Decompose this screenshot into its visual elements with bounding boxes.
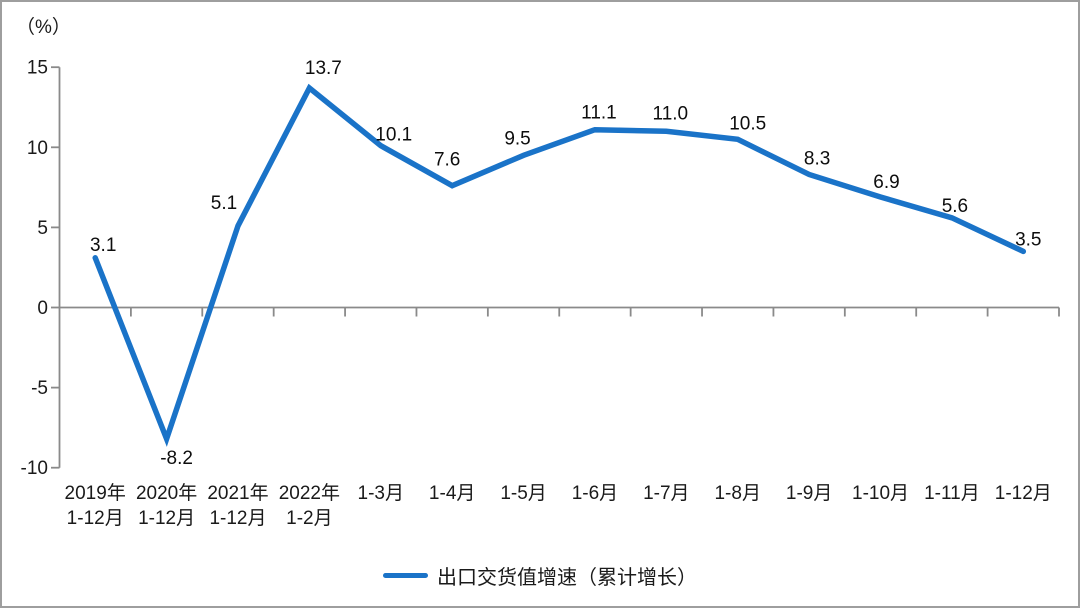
category-label: 2020年 1-12月	[136, 482, 197, 529]
category-label: 1-9月	[786, 483, 832, 504]
category-label: 2022年 1-2月	[279, 482, 340, 529]
y-tick-label: 10	[27, 138, 48, 159]
data-label: -8.2	[160, 448, 193, 469]
y-tick-label: 15	[27, 58, 48, 79]
series-line	[92, 83, 1027, 447]
data-label: 10.5	[729, 113, 766, 134]
data-label: 8.3	[804, 149, 830, 170]
legend-line-swatch	[383, 572, 428, 578]
data-label: 3.1	[90, 235, 116, 256]
category-label: 1-11月	[924, 483, 980, 504]
category-label: 1-6月	[572, 483, 618, 504]
data-label: 10.1	[375, 125, 412, 146]
legend-label: 出口交货值增速（累计增长）	[437, 566, 697, 589]
y-axis-unit-label: （%）	[16, 17, 71, 38]
category-label: 1-3月	[358, 483, 404, 504]
category-label: 1-12月	[995, 483, 1052, 504]
data-label: 5.6	[942, 196, 968, 217]
y-tick-label: 5	[37, 218, 48, 239]
category-label: 2021年 1-12月	[207, 482, 268, 529]
data-label: 13.7	[305, 58, 342, 79]
category-label: 1-7月	[643, 483, 689, 504]
data-label: 11.0	[653, 103, 689, 124]
category-label: 1-10月	[852, 483, 909, 504]
y-tick-label: -10	[21, 458, 48, 479]
category-label: 1-5月	[500, 483, 546, 504]
y-tick-label: 0	[37, 298, 48, 319]
data-label: 9.5	[504, 128, 530, 149]
data-label: 7.6	[434, 150, 460, 171]
category-label: 1-8月	[714, 483, 760, 504]
data-label: 3.5	[1015, 229, 1041, 250]
y-tick-label: -5	[31, 378, 48, 399]
legend: 出口交货值增速（累计增长）	[2, 561, 1078, 589]
category-label: 2019年 1-12月	[65, 482, 126, 529]
data-label: 5.1	[211, 193, 237, 214]
data-label: 11.1	[581, 103, 617, 124]
data-label: 6.9	[873, 172, 899, 193]
category-label: 1-4月	[429, 483, 475, 504]
